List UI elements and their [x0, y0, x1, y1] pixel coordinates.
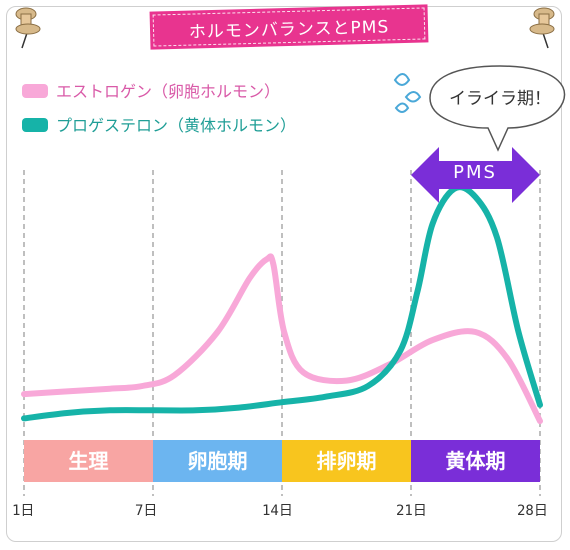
- phase-label-ovulation: 排卵期: [316, 449, 377, 473]
- tick-label-1: 1日: [12, 503, 35, 519]
- phase-label-luteal: 黄体期: [445, 449, 506, 473]
- phase-label-menstruation: 生理: [68, 449, 109, 473]
- tick-label-7: 7日: [135, 503, 158, 519]
- legend-label-estrogen: エストロゲン（卵胞ホルモン）: [56, 82, 281, 101]
- chart-title: ホルモンバランスとPMS: [188, 17, 390, 43]
- phase-bar-1: [153, 440, 282, 482]
- title-ribbon: ホルモンバランスとPMS: [149, 4, 429, 50]
- series-line-1: [21, 184, 543, 422]
- pms-arrow: [411, 147, 540, 203]
- pushpin-icon: [529, 7, 555, 49]
- sweat-drop-icon: [393, 73, 422, 113]
- bubble-label: イライラ期！: [449, 89, 551, 109]
- legend-progesterone: プロゲステロン（黄体ホルモン）: [22, 112, 296, 136]
- legend-swatch-progesterone: [22, 118, 48, 132]
- phase-bar-0: [24, 440, 153, 482]
- phase-bar-3: [411, 440, 540, 482]
- speech-bubble: [429, 65, 566, 152]
- pms-label: PMS: [453, 162, 497, 183]
- phase-bar-2: [282, 440, 411, 482]
- tick-label-14: 14日: [262, 503, 293, 519]
- legend-swatch-estrogen: [22, 84, 48, 98]
- pushpin-icon: [15, 7, 41, 49]
- phase-label-follicular: 卵胞期: [187, 449, 248, 473]
- series-line-0: [21, 253, 543, 425]
- legend-estrogen: エストロゲン（卵胞ホルモン）: [22, 78, 280, 102]
- tick-label-28: 28日: [517, 503, 548, 519]
- tick-label-21: 21日: [396, 503, 427, 519]
- legend-label-progesterone: プロゲステロン（黄体ホルモン）: [56, 116, 297, 135]
